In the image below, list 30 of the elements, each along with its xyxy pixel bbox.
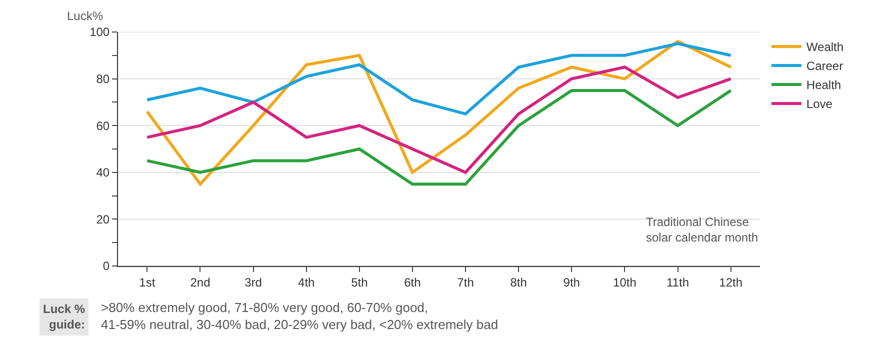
x-tick-label: 3rd [244,275,262,290]
line-series [146,40,732,186]
x-tick-label: 2nd [190,275,210,290]
text: Luck % guide: [43,302,86,332]
y-tick-label: 60 [96,118,110,133]
x-tick-label: 11th [666,275,689,290]
x-axis-title: Traditional Chinese solar calendar month [646,215,758,245]
y-tick-label: 20 [96,212,110,226]
legend-label: Wealth [806,40,844,54]
x-tick-label: 5th [351,275,368,290]
y-tick-label: 100 [90,25,110,40]
line-series [146,89,732,186]
y-tick-label: 40 [96,166,110,180]
line-series [146,42,732,116]
x-tick-label: 1st [139,275,156,290]
y-axis-title: Luck% [67,9,104,23]
y-tick-label: 0 [102,259,110,274]
text: >80% extremely good, 71-80% very good, 60-70% good, 41-59% neutral, 30-40% bad, 20-29% very bad, <20% extremely bad [101,300,498,332]
legend-label: Career [806,59,844,74]
x-tick-label: 6th [404,275,421,290]
x-tick-label: 10th [613,275,636,290]
legend-label: Love [806,97,833,112]
line-series [146,66,732,174]
x-tick-label: 12th [719,275,742,290]
x-tick-label: 8th [510,275,527,290]
y-tick-label: 80 [96,72,110,86]
x-tick-label: 7th [457,275,474,290]
x-tick-label: 9th [563,275,580,290]
x-tick-label: 4th [298,275,315,290]
legend-label: Health [806,78,842,92]
